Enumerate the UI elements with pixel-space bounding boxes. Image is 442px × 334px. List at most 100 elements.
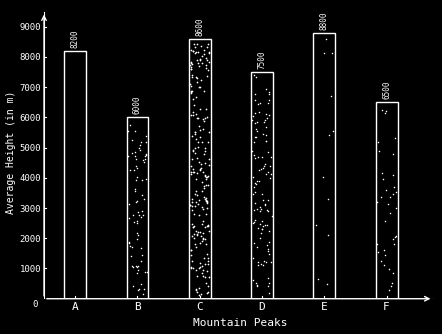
Point	[187, 252, 194, 258]
Point	[197, 43, 204, 48]
Point	[392, 234, 399, 239]
Point	[206, 129, 213, 134]
Point	[194, 273, 201, 278]
Point	[378, 194, 385, 200]
Point	[252, 189, 259, 194]
Point	[383, 108, 390, 113]
Point	[142, 153, 149, 159]
Point	[200, 47, 207, 52]
Point	[252, 135, 259, 140]
Point	[257, 262, 264, 267]
Point	[373, 199, 381, 204]
Point	[130, 283, 137, 289]
Point	[381, 110, 388, 116]
Point	[188, 89, 195, 95]
Point	[135, 212, 142, 217]
Point	[199, 116, 206, 121]
Point	[262, 139, 269, 144]
Point	[263, 115, 270, 120]
Point	[197, 85, 204, 90]
Point	[197, 56, 204, 61]
Point	[187, 264, 194, 270]
Point	[378, 170, 385, 176]
Point	[135, 233, 142, 238]
Point	[202, 198, 210, 203]
Point	[131, 188, 138, 193]
Point	[205, 41, 212, 46]
Point	[260, 163, 267, 168]
Point	[192, 244, 199, 249]
Point	[255, 109, 263, 115]
Point	[191, 241, 198, 246]
Point	[254, 244, 261, 250]
Point	[203, 291, 210, 296]
Point	[132, 153, 139, 159]
Point	[266, 90, 273, 95]
Point	[196, 265, 203, 271]
Point	[187, 202, 194, 208]
Point	[202, 55, 210, 61]
Point	[264, 283, 271, 289]
Point	[193, 74, 200, 79]
Point	[198, 271, 205, 276]
Point	[134, 287, 141, 293]
Point	[251, 217, 258, 222]
Point	[192, 44, 199, 49]
Point	[258, 226, 265, 232]
Point	[258, 206, 265, 211]
Point	[194, 75, 201, 80]
Point	[259, 227, 266, 232]
Point	[199, 206, 206, 211]
Point	[191, 235, 198, 240]
Point	[202, 176, 210, 181]
Point	[132, 177, 139, 183]
Point	[189, 222, 196, 227]
Point	[198, 263, 206, 269]
Point	[133, 271, 140, 276]
Point	[204, 74, 211, 79]
Bar	[64, 51, 86, 299]
Point	[187, 163, 194, 168]
Point	[257, 221, 264, 226]
Point	[201, 119, 208, 124]
Point	[256, 236, 263, 241]
Text: 8600: 8600	[195, 17, 204, 36]
Point	[194, 233, 201, 238]
Point	[206, 156, 213, 161]
Point	[324, 197, 331, 202]
Point	[188, 88, 195, 93]
Point	[128, 151, 135, 156]
Point	[250, 153, 257, 158]
Point	[198, 77, 205, 83]
Point	[252, 98, 259, 103]
Point	[194, 231, 201, 237]
Point	[250, 278, 257, 283]
Point	[137, 259, 145, 264]
Point	[187, 47, 194, 52]
Point	[193, 193, 200, 198]
Point	[193, 112, 200, 117]
Point	[251, 111, 259, 116]
Point	[199, 236, 206, 241]
Point	[263, 124, 270, 130]
Point	[192, 130, 199, 135]
Point	[191, 129, 198, 134]
Point	[264, 101, 271, 106]
Point	[196, 260, 203, 266]
Text: 6000: 6000	[133, 96, 142, 114]
Point	[257, 100, 264, 105]
Point	[198, 204, 205, 210]
Point	[196, 229, 203, 235]
Point	[205, 162, 212, 168]
Point	[254, 178, 261, 184]
Point	[202, 274, 209, 280]
Point	[198, 179, 206, 184]
Point	[203, 241, 210, 246]
Text: 8800: 8800	[320, 11, 329, 30]
Point	[202, 211, 210, 216]
Point	[265, 248, 272, 254]
Point	[204, 175, 211, 180]
Point	[264, 169, 271, 175]
Point	[258, 166, 265, 171]
Point	[259, 218, 266, 224]
